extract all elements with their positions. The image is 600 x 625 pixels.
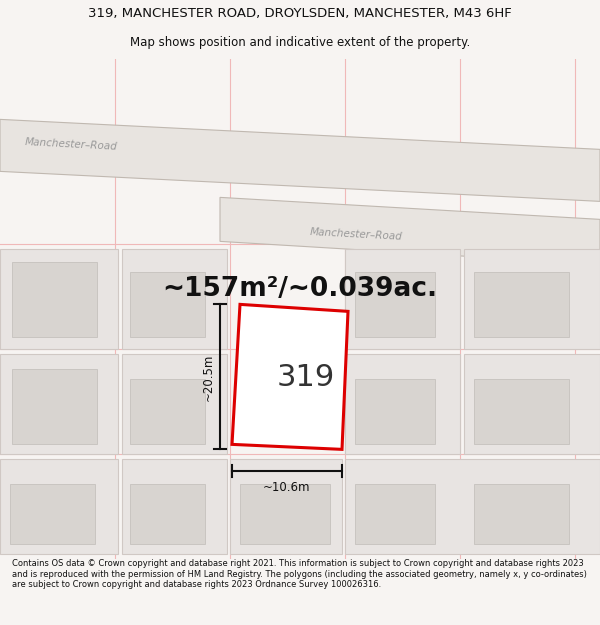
Bar bbox=[10, 484, 95, 544]
Polygon shape bbox=[220, 198, 600, 264]
Bar bbox=[0, 459, 118, 554]
Bar bbox=[240, 484, 330, 544]
Text: Manchester–Road: Manchester–Road bbox=[310, 227, 403, 242]
Polygon shape bbox=[0, 119, 600, 201]
Bar bbox=[474, 484, 569, 544]
Text: 319: 319 bbox=[277, 363, 335, 392]
Text: Manchester–Road: Manchester–Road bbox=[25, 137, 118, 152]
Bar bbox=[122, 354, 227, 454]
Bar bbox=[464, 249, 600, 349]
Polygon shape bbox=[232, 304, 348, 449]
Bar bbox=[355, 484, 435, 544]
Text: 319, MANCHESTER ROAD, DROYLSDEN, MANCHESTER, M43 6HF: 319, MANCHESTER ROAD, DROYLSDEN, MANCHES… bbox=[88, 6, 512, 19]
Bar bbox=[464, 354, 600, 454]
Text: Contains OS data © Crown copyright and database right 2021. This information is : Contains OS data © Crown copyright and d… bbox=[12, 559, 587, 589]
Bar bbox=[230, 459, 342, 554]
Bar bbox=[345, 459, 600, 554]
Bar bbox=[130, 379, 205, 444]
Bar bbox=[355, 272, 435, 338]
Bar bbox=[474, 379, 569, 444]
Bar bbox=[122, 249, 227, 349]
Bar bbox=[130, 272, 205, 338]
Bar bbox=[0, 354, 118, 454]
Bar bbox=[474, 272, 569, 338]
Bar bbox=[345, 249, 460, 349]
Text: ~10.6m: ~10.6m bbox=[263, 481, 311, 494]
Bar bbox=[345, 354, 460, 454]
Bar bbox=[12, 369, 97, 444]
Text: ~157m²/~0.039ac.: ~157m²/~0.039ac. bbox=[163, 276, 437, 302]
Bar bbox=[12, 262, 97, 338]
Bar bbox=[130, 484, 205, 544]
Text: ~20.5m: ~20.5m bbox=[202, 353, 215, 401]
Bar bbox=[355, 379, 435, 444]
Bar bbox=[0, 249, 118, 349]
Text: Map shows position and indicative extent of the property.: Map shows position and indicative extent… bbox=[130, 36, 470, 49]
Bar bbox=[122, 459, 227, 554]
